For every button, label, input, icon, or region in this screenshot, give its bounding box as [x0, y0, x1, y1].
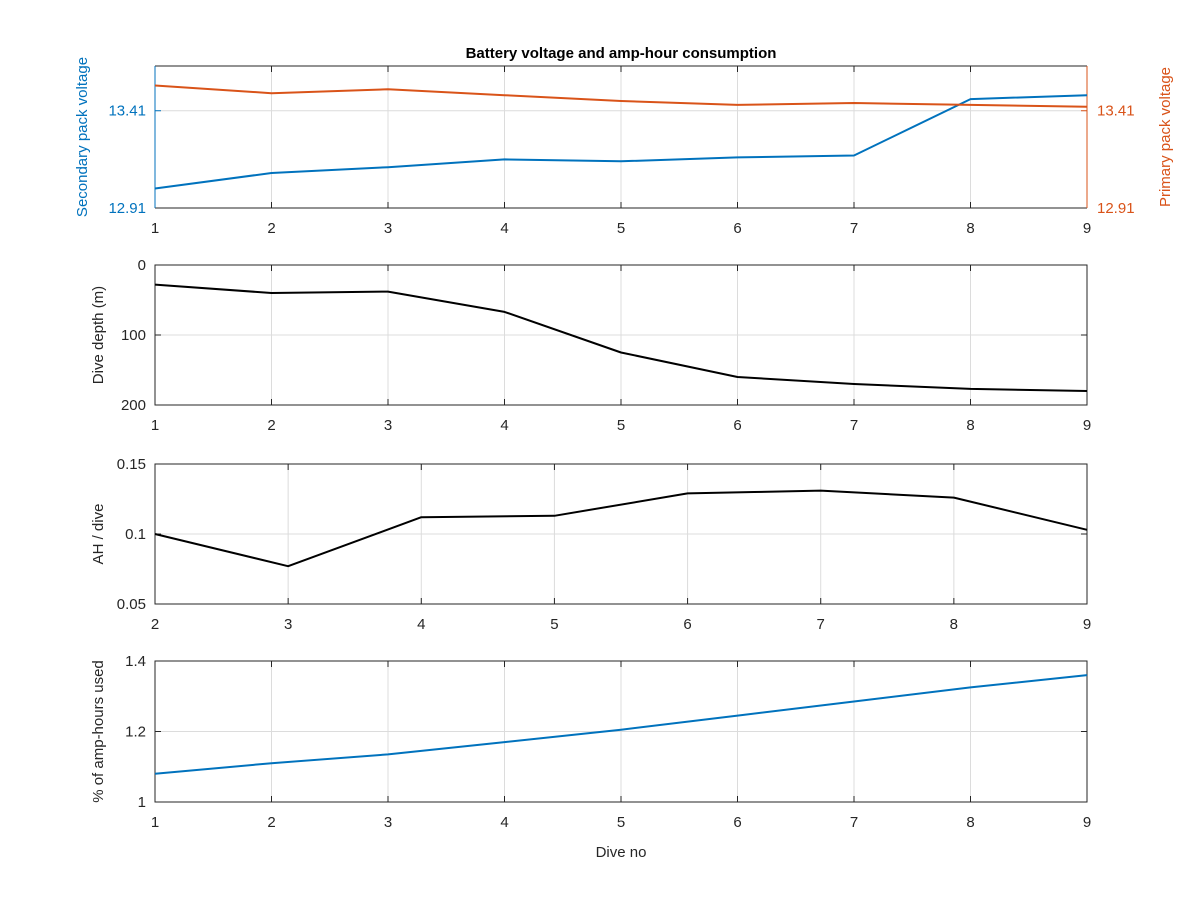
x-tick-label: 1 — [151, 417, 159, 434]
chart-title: Battery voltage and amp-hour consumption — [466, 45, 777, 62]
subplot-3: 2 3 4 5 6 7 8 9 0.15 0.1 0.05 AH / dive — [90, 456, 1091, 633]
x-tick-label: 4 — [500, 220, 508, 237]
series-line-2 — [154, 84, 1088, 108]
x-tick-label: 8 — [966, 814, 974, 831]
x-tick-label: 3 — [284, 616, 292, 633]
subplot-1: 1 2 3 4 5 6 7 8 9 13.41 12.91 13.41 12.91 Secondary p… — [74, 57, 1174, 237]
x-tick-label: 3 — [384, 417, 392, 434]
y-tick-label: 200 — [121, 397, 146, 414]
y-tick-label: 1.4 — [125, 653, 146, 670]
axes-frame — [154, 660, 1088, 803]
x-tick-label: 4 — [500, 417, 508, 434]
x-tick-label: 9 — [1083, 814, 1091, 831]
subplot-2: 1 2 3 4 5 6 7 8 9 0 100 200 Dive depth (m) — [90, 257, 1091, 434]
x-tick-label: 3 — [384, 814, 392, 831]
x-tick-label: 4 — [500, 814, 508, 831]
x-tick-label: 4 — [417, 616, 425, 633]
x-tick-label: 7 — [817, 616, 825, 633]
y-axis-label-left: Secondary pack voltage — [74, 57, 91, 217]
y-tick-label: 13.41 — [108, 103, 146, 120]
y-axis-label: % of amp-hours used — [90, 660, 107, 803]
axes-frame — [154, 264, 1088, 406]
x-tick-label: 2 — [267, 220, 275, 237]
x-tick-label: 2 — [267, 417, 275, 434]
x-tick-label: 1 — [151, 220, 159, 237]
y-axis-label-right: Primary pack voltage — [1157, 67, 1174, 207]
y-axis-label: Dive depth (m) — [90, 286, 107, 384]
x-tick-label: 1 — [151, 814, 159, 831]
x-tick-label: 6 — [733, 417, 741, 434]
y-tick-label: 1.2 — [125, 724, 146, 741]
x-tick-label: 5 — [550, 616, 558, 633]
x-tick-label: 2 — [267, 814, 275, 831]
y-right-tick-label: 13.41 — [1097, 103, 1135, 120]
x-tick-label: 3 — [384, 220, 392, 237]
y-axis-label: AH / dive — [90, 504, 107, 565]
x-tick-label: 5 — [617, 417, 625, 434]
y-tick-label: 0.05 — [117, 596, 146, 613]
y-tick-label: 0.1 — [125, 526, 146, 543]
x-tick-label: 8 — [950, 616, 958, 633]
x-tick-label: 5 — [617, 220, 625, 237]
x-tick-label: 9 — [1083, 220, 1091, 237]
x-tick-label: 7 — [850, 220, 858, 237]
series-line-1 — [154, 94, 1088, 190]
x-tick-label: 2 — [151, 616, 159, 633]
x-tick-label: 6 — [683, 616, 691, 633]
x-tick-label: 9 — [1083, 417, 1091, 434]
y-tick-label: 100 — [121, 327, 146, 344]
x-axis-label: Dive no — [596, 844, 647, 861]
y-tick-label: 12.91 — [108, 200, 146, 217]
y-tick-label: 0.15 — [117, 456, 146, 473]
x-tick-label: 6 — [733, 220, 741, 237]
y-right-tick-label: 12.91 — [1097, 200, 1135, 217]
x-tick-label: 7 — [850, 814, 858, 831]
series-line-1 — [154, 674, 1088, 775]
x-tick-label: 8 — [966, 220, 974, 237]
series-line-1 — [154, 283, 1088, 392]
series-line-1 — [154, 489, 1088, 568]
subplot-4: 1 2 3 4 5 6 7 8 9 1.4 1.2 1 % of amp-hours used — [90, 653, 1091, 831]
x-tick-label: 7 — [850, 417, 858, 434]
x-tick-label: 9 — [1083, 616, 1091, 633]
x-tick-label: 6 — [733, 814, 741, 831]
x-tick-label: 5 — [617, 814, 625, 831]
y-tick-label: 0 — [138, 257, 146, 274]
y-tick-label: 1 — [138, 794, 146, 811]
x-tick-label: 8 — [966, 417, 974, 434]
